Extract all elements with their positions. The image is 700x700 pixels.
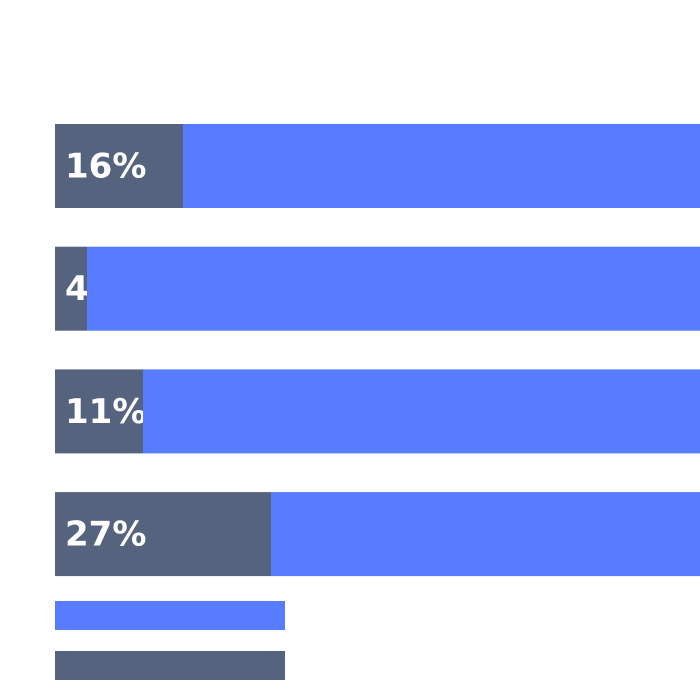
data-label: 27% xyxy=(65,515,146,555)
bar-segment xyxy=(55,492,271,577)
data-label: 16% xyxy=(65,147,146,187)
legend-swatch xyxy=(55,651,285,680)
legend-swatch xyxy=(55,601,285,630)
data-label: 11% xyxy=(65,392,146,432)
bar-segment xyxy=(183,124,700,208)
bar-segment xyxy=(143,369,700,454)
bar-segment xyxy=(271,492,700,577)
bar-segment xyxy=(55,124,183,208)
bar-segment xyxy=(55,369,143,454)
bar-segment xyxy=(87,246,700,331)
bar-segment xyxy=(55,246,87,331)
